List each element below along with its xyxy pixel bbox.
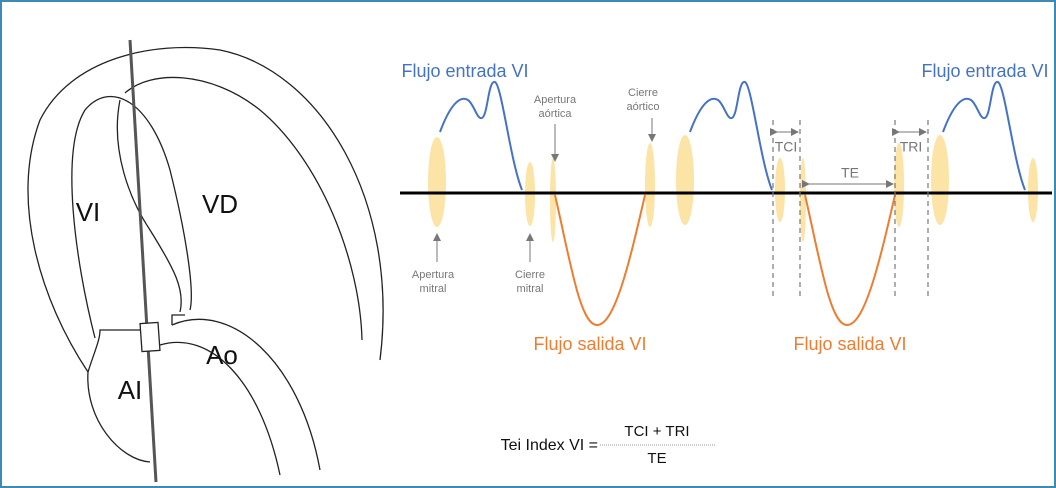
outflow-label: Flujo salida VI [793, 334, 906, 354]
inflow-label: Flujo entrada VI [401, 61, 528, 81]
label-vi: VI [76, 197, 101, 227]
formula-lhs: Tei Index VI = [501, 437, 598, 454]
aortic-opening-label: aórtica [538, 108, 572, 120]
aortic-closing-label: aórtico [626, 101, 659, 113]
tci-label: TCI [775, 139, 798, 155]
outflow-label: Flujo salida VI [533, 334, 646, 354]
waveform: Flujo entrada VI Flujo entrada VI Apertu… [400, 61, 1052, 354]
heart-diagram: VI VD AI Ao [28, 40, 383, 482]
label-ai: AI [118, 375, 143, 405]
mitral-closing-label: Cierre [515, 269, 545, 281]
label-ao: Ao [206, 340, 238, 370]
inflow-label: Flujo entrada VI [921, 61, 1048, 81]
aortic-closing-label: Cierre [628, 87, 658, 99]
figure: VI VD AI Ao Flujo entrada VI Flujo en [0, 0, 1056, 488]
te-label: TE [841, 165, 859, 181]
formula-denominator: TE [647, 450, 666, 467]
formula: Tei Index VI = TCI + TRI TE [501, 423, 715, 467]
formula-numerator: TCI + TRI [624, 423, 689, 440]
tri-label: TRI [900, 139, 923, 155]
mitral-opening-label: mitral [420, 283, 447, 295]
mitral-closing-label: mitral [517, 283, 544, 295]
mitral-opening-label: Apertura [412, 269, 455, 281]
label-vd: VD [202, 189, 238, 219]
aortic-opening-label: Apertura [534, 94, 577, 106]
